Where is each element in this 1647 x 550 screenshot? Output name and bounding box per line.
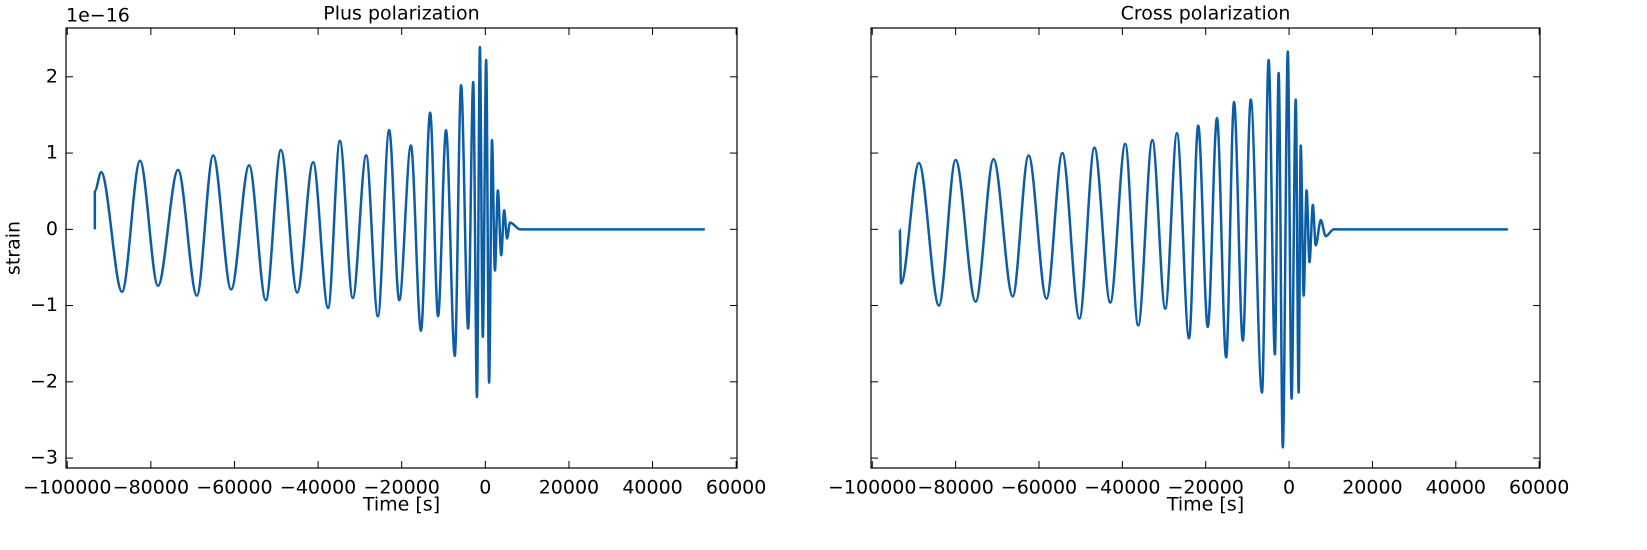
x-tick-label: −20000 bbox=[364, 477, 440, 499]
y-tick-label: −1 bbox=[30, 294, 58, 316]
x-tick-label: 40000 bbox=[622, 477, 682, 499]
x-tick-label: −60000 bbox=[196, 477, 272, 499]
x-tick-label: −80000 bbox=[917, 477, 993, 499]
y-tick-label: 2 bbox=[46, 65, 58, 87]
x-tick-label: −20000 bbox=[1168, 477, 1244, 499]
x-tick-label: −100000 bbox=[828, 477, 916, 499]
axes-frame bbox=[870, 27, 1541, 469]
x-tick-label: 60000 bbox=[706, 477, 766, 499]
y-axis-label: strain bbox=[3, 221, 25, 275]
x-tick-label: −100000 bbox=[23, 477, 111, 499]
offset-text: 1e−16 bbox=[66, 5, 130, 27]
x-tick-label: −80000 bbox=[113, 477, 189, 499]
x-tick-label: −40000 bbox=[1084, 477, 1160, 499]
x-axis-label: Time [s] bbox=[362, 494, 440, 516]
x-axis-label: Time [s] bbox=[1166, 494, 1244, 516]
data-line bbox=[93, 45, 705, 399]
x-tick-label: −60000 bbox=[1001, 477, 1077, 499]
x-tick-label: −40000 bbox=[280, 477, 356, 499]
data-line bbox=[898, 50, 1508, 449]
x-tick-label: 40000 bbox=[1426, 477, 1486, 499]
chart-title: Plus polarization bbox=[323, 3, 479, 25]
x-tick-label: 60000 bbox=[1509, 477, 1569, 499]
x-tick-label: 0 bbox=[479, 477, 491, 499]
y-tick-label: −2 bbox=[30, 370, 58, 392]
y-tick-label: −3 bbox=[30, 447, 58, 469]
y-tick-label: 1 bbox=[46, 142, 58, 164]
chart-title: Cross polarization bbox=[1121, 3, 1291, 25]
x-tick-label: 0 bbox=[1283, 477, 1295, 499]
x-tick-label: 20000 bbox=[1342, 477, 1402, 499]
y-tick-label: 0 bbox=[46, 218, 58, 240]
x-tick-label: 20000 bbox=[539, 477, 599, 499]
